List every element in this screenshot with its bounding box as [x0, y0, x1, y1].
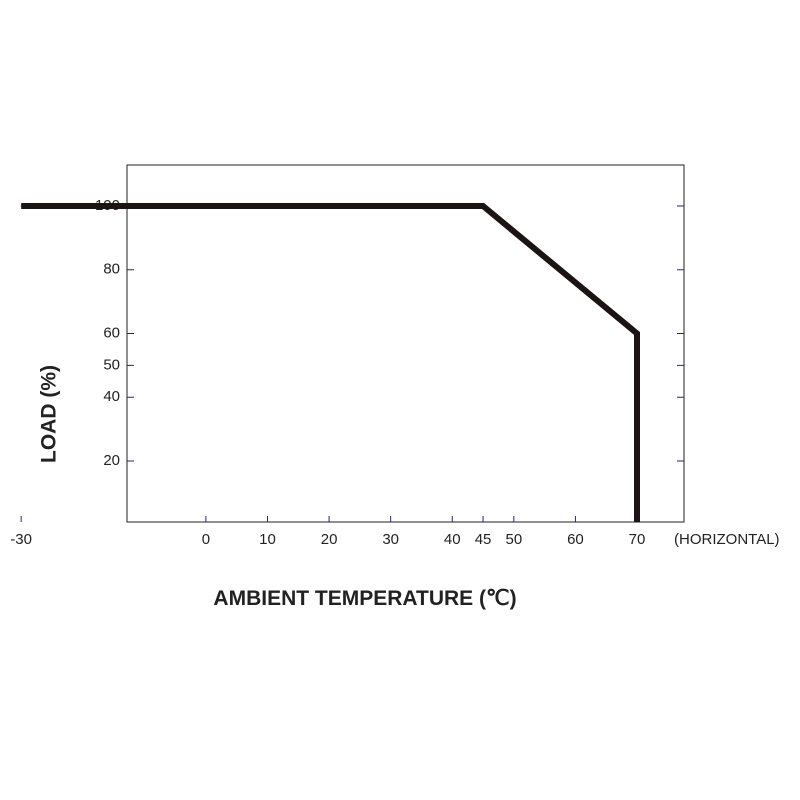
- y-axis-title-group: LOAD (%): [38, 365, 61, 463]
- x-tick-label: -30: [10, 531, 32, 548]
- derating-curve: [21, 203, 640, 522]
- x-tick-label: 20: [321, 531, 338, 548]
- x-tick-label: 0: [202, 531, 210, 548]
- y-tick-label: 40: [103, 388, 120, 405]
- x-tick-label: 70: [629, 531, 646, 548]
- y-axis-title: LOAD (%): [38, 365, 61, 463]
- curve-point: [636, 333, 638, 334]
- y-tick-label: 20: [103, 452, 120, 469]
- curve-point: [636, 521, 638, 523]
- x-tick-label: 30: [382, 531, 399, 548]
- y-tick-label: 50: [103, 356, 120, 373]
- x-tick-label: 50: [505, 531, 522, 548]
- x-tick-label: 10: [259, 531, 276, 548]
- x-tick-label: 45: [475, 531, 492, 548]
- x-axis-title: AMBIENT TEMPERATURE (℃): [213, 587, 516, 610]
- curve-point: [482, 205, 484, 207]
- y-tick-label: 60: [103, 324, 120, 341]
- x-tick-label: 40: [444, 531, 461, 548]
- x-tick-label: 60: [567, 531, 584, 548]
- x-axis-note: (HORIZONTAL): [674, 531, 780, 548]
- plot-frame: [126, 164, 685, 523]
- y-tick-label: 80: [103, 261, 120, 278]
- curve-point: [20, 205, 22, 207]
